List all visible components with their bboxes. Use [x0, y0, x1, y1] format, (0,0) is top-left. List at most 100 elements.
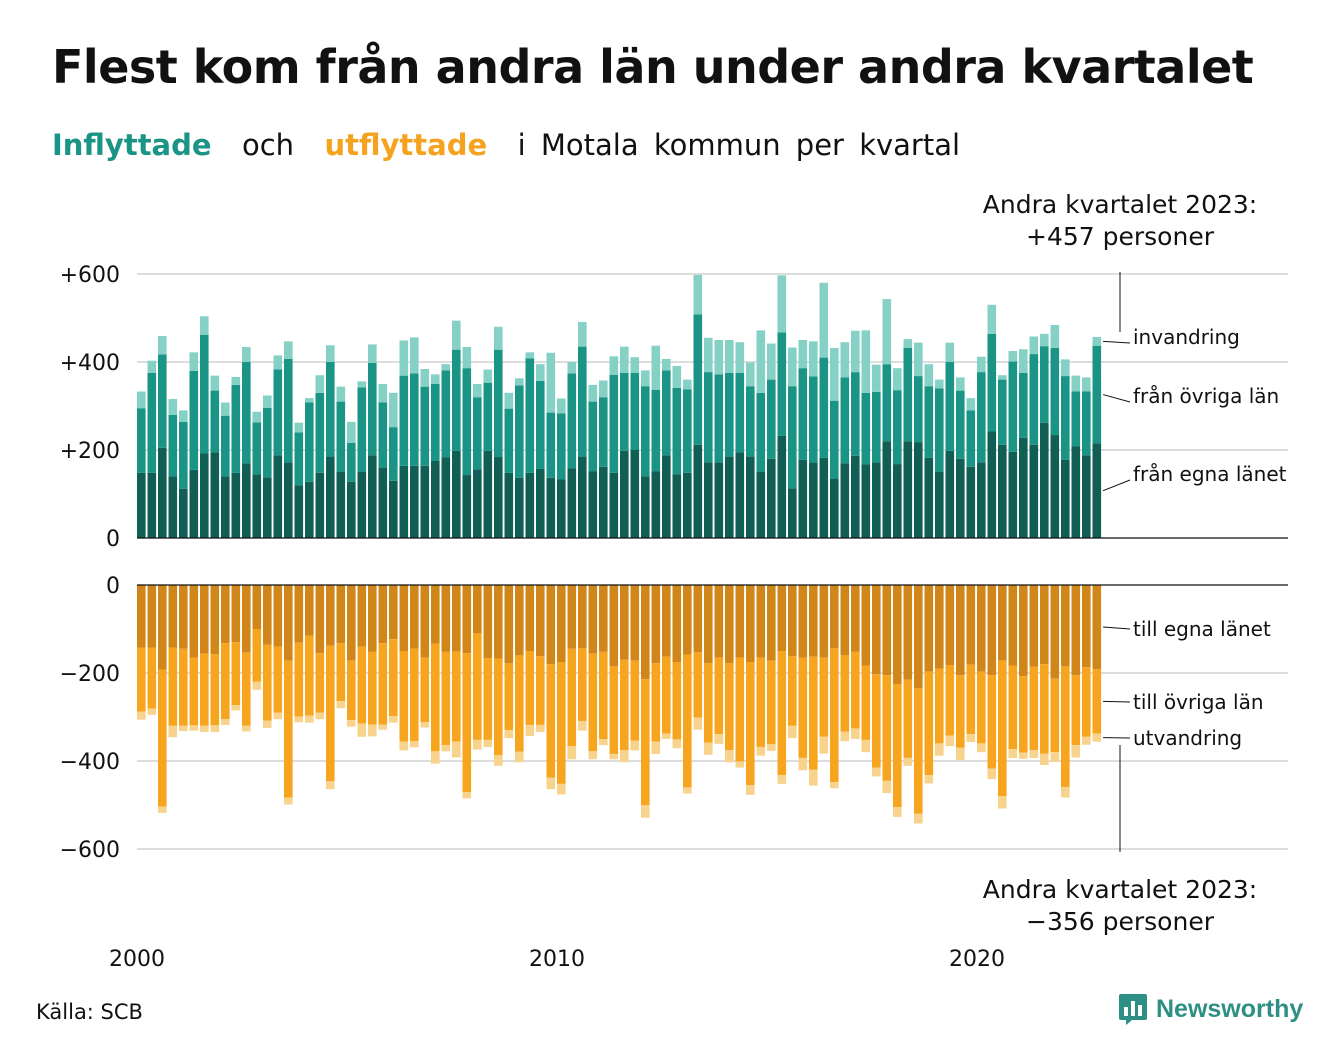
in-bar-segment [252, 411, 262, 423]
out-bar-segment [263, 720, 272, 728]
out-bar-segment [525, 585, 535, 651]
xtick-label: 2020 [949, 947, 1005, 972]
subtitle-inflyttade: Inflyttade [52, 128, 212, 162]
in-bar-segment [924, 457, 934, 538]
out-bar-segment [378, 585, 388, 644]
out-bar-segment [168, 725, 178, 738]
in-bar-segment [945, 450, 955, 538]
out-bar-segment [504, 663, 514, 731]
in-bar-segment [515, 378, 524, 386]
out-bar-segment [861, 739, 871, 753]
out-bar-segment [935, 743, 944, 756]
out-ytick-labels: 0 −200 −400 −600 [60, 574, 120, 863]
out-bar-segment [389, 585, 398, 640]
out-bar-segment [452, 741, 461, 758]
in-bar-segment [567, 468, 577, 538]
in-bar-segment [735, 342, 745, 373]
in-ytick-label: 0 [106, 527, 120, 552]
out-bar-segment [977, 671, 986, 744]
out-bar-segment [294, 716, 304, 723]
out-bar-segment [924, 671, 934, 776]
out-bar-segment [1040, 753, 1049, 765]
in-bar-segment [231, 472, 241, 538]
in-bar-segment [515, 477, 524, 538]
in-bar-segment [1019, 349, 1028, 373]
in-bar-segment [609, 374, 619, 473]
in-bar-segment [662, 370, 671, 456]
in-bar-segment [462, 347, 472, 369]
out-bar-segment [588, 751, 598, 760]
in-bar-segment [756, 472, 766, 538]
in-bar-segment [431, 374, 440, 384]
out-bar-segment [809, 769, 818, 786]
out-bar-segment [441, 745, 451, 752]
out-bar-segment [347, 585, 356, 661]
in-bar-segment [893, 390, 902, 465]
in-bar-segment [1050, 435, 1060, 538]
out-series-label: till övriga län [1133, 690, 1264, 714]
out-bar-segment [179, 725, 188, 732]
in-bar-segment [567, 373, 577, 469]
out-bar-segment [1061, 666, 1070, 787]
in-bar-segment [861, 464, 871, 538]
out-bar-segment [630, 585, 640, 661]
in-bar-segment [588, 401, 598, 472]
in-bar-segment [725, 340, 734, 373]
out-bar-segment [179, 585, 188, 649]
out-bar-segment [798, 757, 808, 771]
in-bar-segment [683, 379, 692, 390]
in-bar-segment [620, 346, 629, 373]
out-bar-segment [872, 674, 881, 768]
out-bar-segment [200, 725, 209, 732]
out-bar-segment [483, 585, 493, 659]
in-bar-segment [347, 421, 356, 443]
in-bar-segment [410, 373, 419, 466]
in-bar-segment [1050, 325, 1060, 348]
in-bar-segment [231, 376, 241, 385]
out-bar-segment [630, 740, 640, 751]
out-bar-segment [284, 585, 293, 661]
out-annotation-line1: Andra kvartalet 2023: [983, 875, 1257, 904]
out-bar-segment [1092, 669, 1102, 734]
in-bar-segment [462, 475, 472, 538]
out-bar-segment [777, 585, 787, 651]
in-bar-segment [924, 364, 934, 387]
in-bar-segment [347, 442, 356, 482]
out-bar-segment [767, 660, 776, 745]
in-bar-segment [966, 410, 976, 467]
in-bar-segment [242, 362, 251, 464]
in-bar-segment [326, 456, 335, 538]
out-bar-segment [1050, 585, 1060, 679]
out-bar-segment [777, 651, 787, 776]
in-bar-segment [851, 455, 860, 538]
out-series-leader [1103, 700, 1131, 703]
in-bar-segment [284, 462, 293, 538]
in-bar-segment [231, 384, 241, 473]
in-bar-segment [588, 384, 598, 402]
out-bar-segment [662, 656, 671, 734]
out-bar-segment [473, 739, 482, 750]
out-bar-segment [452, 585, 461, 652]
in-bar-segment [704, 337, 713, 373]
in-bar-segment [158, 336, 167, 355]
out-series-label: utvandring [1133, 726, 1242, 750]
out-bar-segment [683, 585, 692, 655]
in-bar-segment [735, 452, 745, 538]
out-bar-segment [914, 585, 923, 689]
out-bar-segment [347, 660, 356, 721]
out-bar-segment [462, 585, 472, 654]
in-bar-segment [599, 380, 608, 398]
out-bar-segment [725, 663, 734, 750]
out-bar-segment [210, 654, 220, 726]
in-bar-segment [746, 456, 755, 538]
out-bar-segment [368, 585, 377, 652]
out-bar-segment [305, 635, 314, 716]
xtick-labels: 2000 2010 2020 [109, 947, 1005, 972]
out-bar-segment [893, 807, 902, 817]
out-bar-segment [893, 684, 902, 808]
in-bar-segment [956, 377, 965, 391]
in-bar-segment [210, 452, 220, 538]
out-ytick-label: −200 [60, 662, 120, 687]
in-bar-segment [294, 422, 304, 433]
in-bar-segment [525, 472, 535, 538]
